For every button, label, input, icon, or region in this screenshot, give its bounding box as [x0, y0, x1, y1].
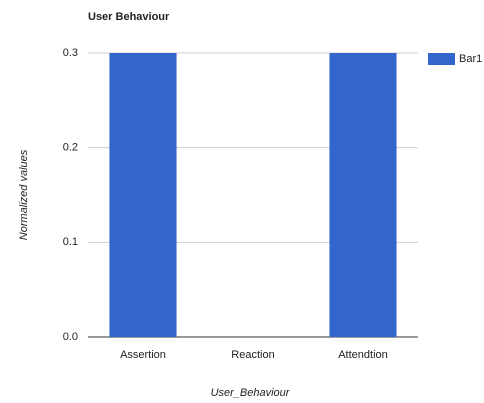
y-tick-label: 0.1: [63, 236, 78, 248]
legend-label: Bar1: [459, 53, 482, 65]
x-tick-label: Assertion: [120, 349, 166, 361]
bar: [109, 53, 177, 337]
y-tick-label: 0.2: [63, 142, 78, 154]
bar: [329, 53, 397, 337]
y-tick-label: 0.0: [63, 331, 78, 343]
legend-swatch: [428, 53, 455, 65]
chart-title: User Behaviour: [88, 11, 170, 23]
x-tick-label: Attendtion: [338, 349, 388, 361]
x-axis-title: User_Behaviour: [211, 387, 291, 399]
x-tick-label: Reaction: [231, 349, 274, 361]
y-tick-label: 0.3: [63, 47, 78, 59]
y-axis-title: Normalized values: [18, 149, 30, 240]
